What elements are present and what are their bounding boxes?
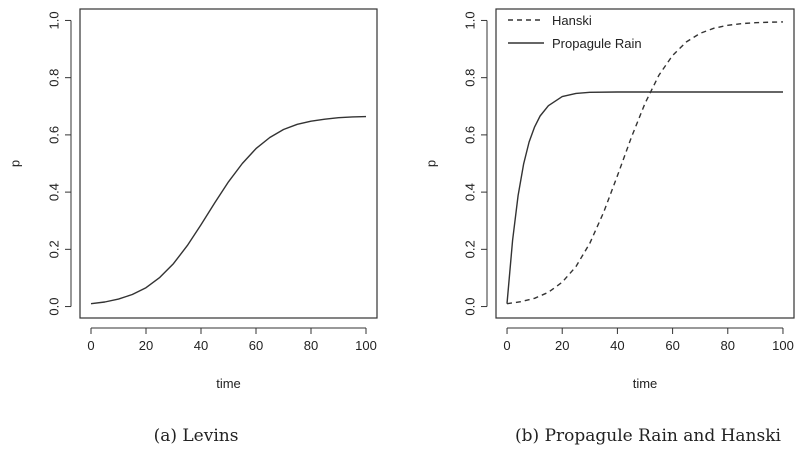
- x-axis-title: time: [633, 376, 658, 391]
- x-axis-title: time: [216, 376, 241, 391]
- x-tick-label: 60: [665, 338, 679, 353]
- legend-label: Propagule Rain: [552, 36, 642, 51]
- legend-label: Hanski: [552, 13, 592, 28]
- x-tick-label: 100: [355, 338, 377, 353]
- figure-caption: (b) Propagule Rain and Hanski: [515, 426, 782, 446]
- plot-frame: [79, 8, 378, 319]
- y-tick-label: 0.8: [46, 69, 61, 87]
- legend: Hanski Propagule Rain: [508, 13, 642, 51]
- x-tick-label: 40: [194, 338, 208, 353]
- y-tick-label: 1.0: [462, 11, 477, 29]
- y-axis-title: p: [423, 160, 438, 167]
- x-tick-label: 0: [503, 338, 510, 353]
- y-tick-label: 0.4: [46, 183, 61, 201]
- x-tick-label: 40: [610, 338, 624, 353]
- x-tick-label: 100: [772, 338, 794, 353]
- y-tick-label: 0.6: [462, 126, 477, 144]
- x-tick-label: 80: [721, 338, 735, 353]
- series-line-hanski: [506, 21, 784, 305]
- plot-frame: [495, 8, 795, 319]
- panel-a: 0 20 40 60 80 100 0.0 0.2 0.4 0.6 0.8 1.0 p time (a) L…: [7, 8, 378, 446]
- y-tick-label: 0.8: [462, 69, 477, 87]
- x-tick-label: 20: [555, 338, 569, 353]
- panel-b: 0 20 40 60 80 100 0.0 0.2 0.4 0.6 0.8 1.0 p time Hansk…: [423, 8, 795, 446]
- series-line-propagule-rain: [506, 91, 783, 304]
- y-tick-label: 0.2: [462, 240, 477, 258]
- y-tick-label: 1.0: [46, 11, 61, 29]
- figure-caption: (a) Levins: [154, 426, 239, 446]
- y-tick-label: 0.4: [462, 183, 477, 201]
- x-tick-label: 0: [87, 338, 94, 353]
- y-tick-label: 0.0: [462, 298, 477, 316]
- y-tick-label: 0.6: [46, 126, 61, 144]
- x-tick-label: 20: [139, 338, 153, 353]
- series-line-0: [90, 115, 367, 305]
- x-tick-label: 80: [304, 338, 318, 353]
- x-tick-label: 60: [249, 338, 263, 353]
- y-axis-title: p: [7, 160, 22, 167]
- y-tick-label: 0.2: [46, 240, 61, 258]
- y-tick-label: 0.0: [46, 298, 61, 316]
